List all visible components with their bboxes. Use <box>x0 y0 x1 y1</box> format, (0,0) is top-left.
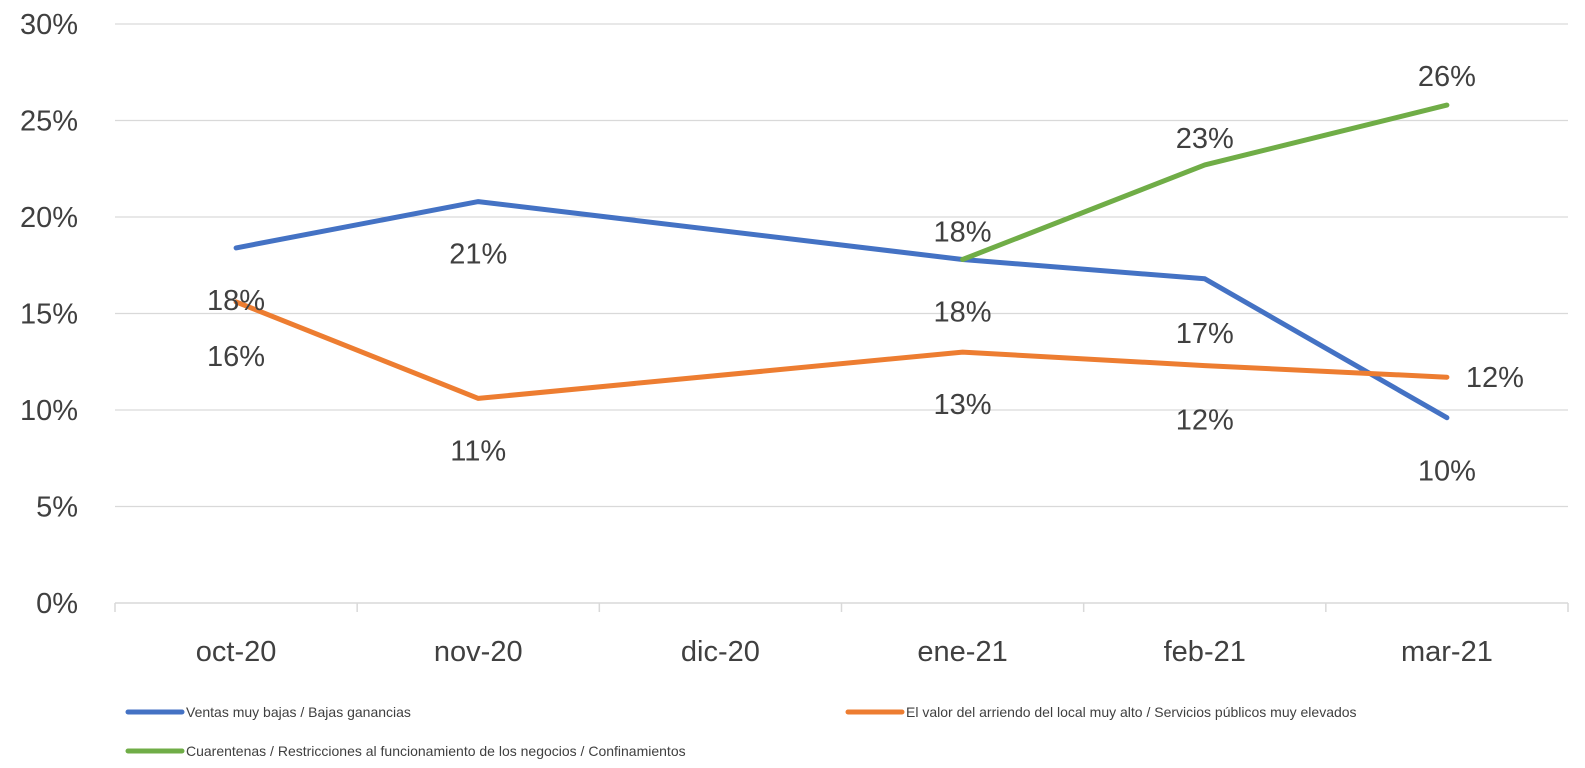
x-tick-label: oct-20 <box>196 636 277 668</box>
data-label: 12% <box>1466 362 1524 394</box>
data-label: 11% <box>450 435 506 467</box>
y-tick-label: 15% <box>20 299 78 331</box>
data-label: 12% <box>1176 405 1234 437</box>
data-label: 23% <box>1176 123 1234 155</box>
y-tick-label: 5% <box>36 492 78 524</box>
x-tick-label: mar-21 <box>1401 636 1493 668</box>
data-labels: 18% 21% 18% 17% 10% 16% 11% 13% 12% 12% 18% 23% 26% <box>207 61 1524 488</box>
y-axis: 0% 5% 10% 15% 20% 25% 30% <box>20 9 78 620</box>
legend-label: El valor del arriendo del local muy alto… <box>906 704 1357 720</box>
x-tick-label: dic-20 <box>681 636 760 668</box>
x-tick-label: feb-21 <box>1164 636 1246 668</box>
series-line-1 <box>233 199 1450 421</box>
y-tick-label: 20% <box>20 202 78 234</box>
data-label: 13% <box>934 389 992 421</box>
x-axis: oct-20 nov-20 dic-20 ene-21 feb-21 mar-21 <box>114 602 1569 668</box>
x-tick-label: nov-20 <box>434 636 523 668</box>
legend-label: Cuarentenas / Restricciones al funcionam… <box>186 743 686 759</box>
data-label: 16% <box>207 341 265 373</box>
gridlines <box>115 23 1568 508</box>
data-label: 21% <box>449 239 507 271</box>
y-tick-label: 30% <box>20 9 78 41</box>
data-label: 18% <box>934 216 992 248</box>
y-tick-label: 0% <box>36 588 78 620</box>
y-tick-label: 10% <box>20 395 78 427</box>
data-label: 18% <box>934 296 992 328</box>
x-tick-label: ene-21 <box>917 636 1007 668</box>
series-lines <box>233 102 1450 421</box>
data-label: 17% <box>1176 318 1234 350</box>
y-tick-label: 25% <box>20 106 78 138</box>
data-label: 10% <box>1418 456 1476 488</box>
data-label: 26% <box>1418 61 1476 93</box>
legend-label: Ventas muy bajas / Bajas ganancias <box>186 704 411 720</box>
series-line-2 <box>233 299 1450 401</box>
legend: Ventas muy bajas / Bajas ganancias El val… <box>125 704 1357 759</box>
series-line-3 <box>960 102 1450 262</box>
data-label: 18% <box>207 285 265 317</box>
